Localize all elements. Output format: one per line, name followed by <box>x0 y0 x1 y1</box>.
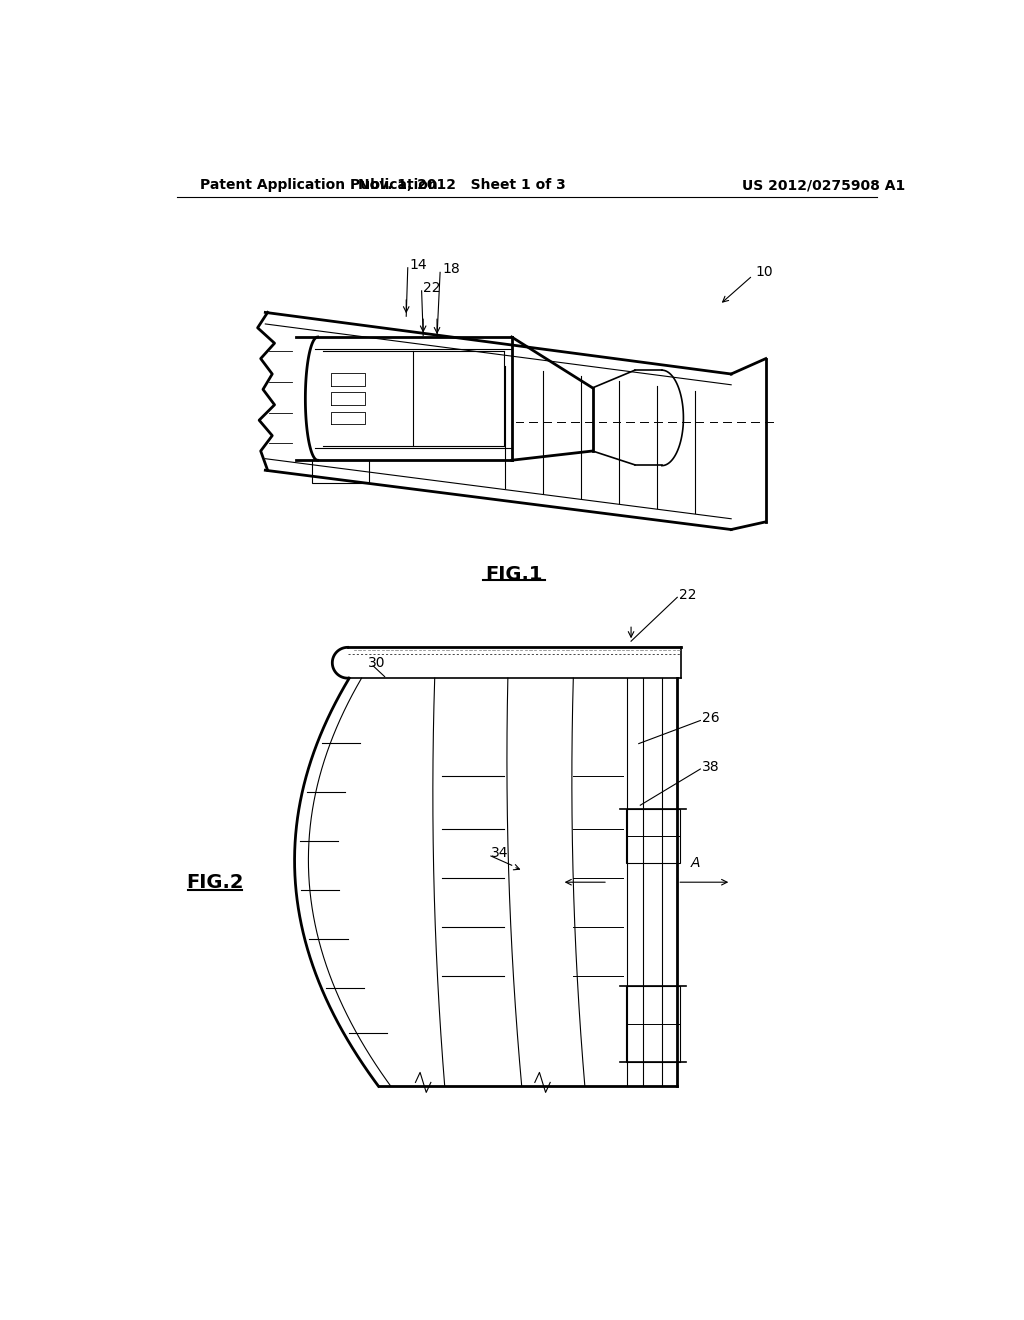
Text: A: A <box>691 855 700 870</box>
Bar <box>626 809 680 863</box>
Text: 34: 34 <box>490 846 509 859</box>
Text: FIG.2: FIG.2 <box>186 873 244 892</box>
Text: 18: 18 <box>442 263 460 276</box>
Text: US 2012/0275908 A1: US 2012/0275908 A1 <box>742 178 905 193</box>
Text: 38: 38 <box>701 760 720 774</box>
Text: 14: 14 <box>410 257 427 272</box>
Text: 22: 22 <box>423 281 440 294</box>
Text: Patent Application Publication: Patent Application Publication <box>200 178 437 193</box>
Text: FIG.1: FIG.1 <box>485 565 543 583</box>
Text: 10: 10 <box>756 265 773 280</box>
Text: 26: 26 <box>701 711 720 725</box>
Text: 30: 30 <box>368 656 385 669</box>
Text: 22: 22 <box>679 587 696 602</box>
Bar <box>626 986 680 1061</box>
Text: Nov. 1, 2012   Sheet 1 of 3: Nov. 1, 2012 Sheet 1 of 3 <box>357 178 565 193</box>
Bar <box>311 461 370 483</box>
